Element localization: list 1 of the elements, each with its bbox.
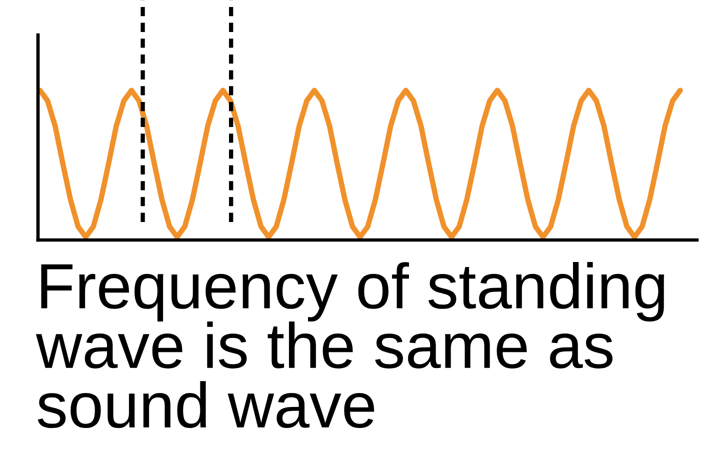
text: Frequency of standing wave is the same as sound wave: [36, 262, 664, 428]
